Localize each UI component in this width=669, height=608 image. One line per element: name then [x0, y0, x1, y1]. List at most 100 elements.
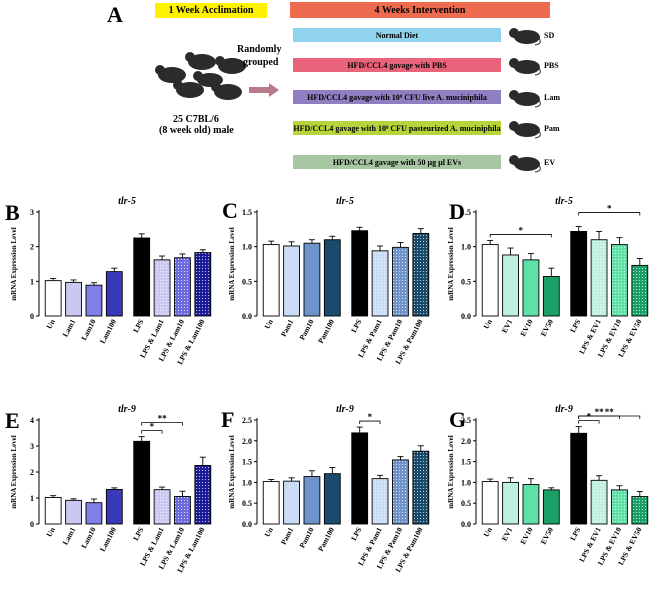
y-tick-label: 0.0 [242, 312, 252, 321]
x-tick-label: LPS [568, 318, 582, 334]
arm-tag-ev: EV [544, 158, 556, 167]
chart-panel-g: tlr-9 mRNA Expression Level 0.0 0.5 1.0 1.5 2.… [447, 404, 649, 567]
significance-bracket [359, 420, 381, 425]
grouped-label: grouped [243, 57, 279, 68]
bar [323, 239, 341, 317]
bar [570, 230, 588, 317]
bar [174, 495, 191, 525]
y-axis-label: mRNA Expression Level [228, 435, 236, 508]
bar [262, 481, 280, 525]
bar [542, 489, 560, 525]
significance-bracket [578, 415, 641, 419]
y-tick-label: 0 [30, 520, 34, 529]
x-tick-label: Un [482, 525, 495, 538]
bar [631, 496, 649, 525]
bar [194, 252, 212, 317]
y-axis-label: mRNA Expression Level [10, 435, 18, 508]
panel-letter-d: D [449, 199, 465, 224]
x-tick-label: Pam1 [279, 318, 296, 339]
bar [85, 502, 103, 525]
arrow-right-icon [249, 83, 279, 97]
bar [65, 499, 82, 525]
chart-title: tlr-9 [118, 404, 136, 415]
bar [303, 242, 321, 317]
y-axis-label: mRNA Expression Level [447, 227, 455, 300]
significance-label: * [587, 412, 592, 422]
x-tick-label: Lam100 [98, 317, 118, 345]
x-tick-label: EV50 [539, 525, 555, 545]
y-axis-label: mRNA Expression Level [228, 227, 236, 300]
cohort-line-1: 25 C7BL/6 [173, 114, 219, 125]
bar [590, 479, 608, 525]
y-tick-label: 0.5 [461, 277, 471, 286]
bar [283, 480, 300, 525]
significance-label: * [607, 204, 612, 214]
y-tick-label: 1.0 [461, 243, 471, 252]
y-tick-label: 0.5 [461, 499, 471, 508]
x-tick-label: Un [263, 525, 276, 538]
mouse-icon [509, 155, 541, 173]
panel-letter-e: E [5, 408, 20, 433]
chart-panel-d: tlr-5 mRNA Expression Level 0.0 0.5 1.0 1.5 Un… [447, 196, 649, 359]
bar [133, 440, 151, 525]
bar [542, 276, 560, 317]
cohort-line-2: (8 week old) male [159, 125, 234, 136]
bar [522, 259, 540, 317]
mouse-icon [509, 90, 541, 108]
mouse-group-icon [155, 52, 246, 100]
arm-sd-box: Normal Diet [293, 28, 501, 42]
y-tick-label: 1.0 [242, 478, 252, 487]
y-tick-label: 1.5 [461, 458, 471, 467]
x-tick-label: EV1 [500, 525, 515, 542]
arm-pbs-box: HFD/CCL4 gavage with PBS [293, 58, 501, 72]
mouse-icon [509, 58, 541, 76]
bar [412, 450, 430, 525]
bar [65, 281, 82, 317]
x-tick-label: Lam1 [61, 525, 78, 546]
significance-bracket [141, 430, 163, 434]
x-tick-label: Lam10 [79, 525, 98, 549]
y-tick-label: 0.0 [461, 520, 471, 529]
y-axis-label: mRNA Expression Level [447, 435, 455, 508]
arm-tag-lam: Lam [544, 93, 560, 102]
bar [522, 484, 540, 525]
y-tick-label: 2.5 [242, 416, 252, 425]
y-tick-label: 1.0 [242, 243, 252, 252]
bar [392, 246, 409, 317]
x-tick-label: LPS [131, 318, 145, 334]
chart-panel-c: tlr-5 mRNA Expression Level 0.0 0.5 1.0 1.5 Un… [228, 196, 430, 366]
x-tick-label: Lam100 [98, 525, 118, 553]
bar [570, 432, 588, 525]
bar [631, 264, 649, 317]
panel-letter-f: F [221, 407, 235, 432]
x-tick-label: LPS [131, 526, 145, 542]
arm-tag-pam: Pam [544, 124, 560, 133]
x-tick-label: Un [263, 317, 276, 330]
x-tick-label: EV10 [518, 525, 534, 545]
panel-letter-c: C [222, 198, 238, 223]
x-tick-label: Un [45, 525, 58, 538]
mouse-icon [509, 121, 541, 139]
acclimation-bar: 1 Week Acclimation [155, 3, 267, 18]
x-tick-label: Pam10 [297, 318, 315, 342]
x-tick-label: Pam10 [297, 526, 315, 550]
bar [194, 465, 212, 525]
mice-cluster-icon [155, 52, 246, 100]
panel-letter-b: B [5, 200, 20, 225]
chart-title: tlr-5 [118, 196, 136, 207]
y-tick-label: 2.0 [461, 437, 471, 446]
significance-label: * [368, 412, 373, 422]
significance-label: ** [158, 414, 168, 424]
x-tick-label: Un [482, 317, 495, 330]
bar [323, 473, 341, 525]
bar [133, 237, 151, 317]
bar [283, 245, 300, 317]
significance-bracket [578, 420, 600, 424]
bar [412, 233, 430, 317]
x-tick-label: Un [45, 317, 58, 330]
x-tick-label: LPS [349, 318, 363, 334]
bar [392, 459, 409, 525]
panel-letter-a: A [107, 2, 123, 27]
x-tick-label: Pam100 [316, 318, 336, 345]
